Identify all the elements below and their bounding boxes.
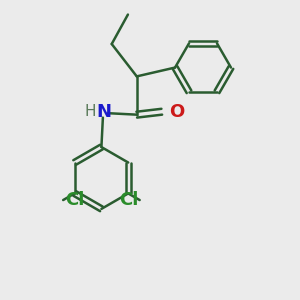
Text: H: H: [85, 104, 96, 119]
Text: Cl: Cl: [119, 191, 138, 209]
Text: O: O: [169, 103, 184, 121]
Text: Cl: Cl: [64, 191, 84, 209]
Text: N: N: [97, 103, 112, 121]
